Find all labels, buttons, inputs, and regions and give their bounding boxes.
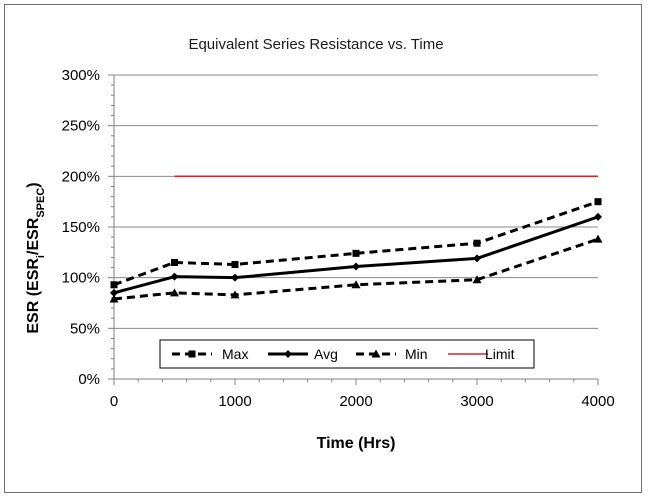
x-tick-label: 2000 (339, 393, 372, 410)
data-point-avg (473, 254, 481, 263)
series-line-avg (113, 215, 599, 295)
x-tick-label: 1000 (218, 393, 251, 410)
y-axis-title-sep: /ESR (25, 217, 42, 255)
legend-item-limit: Limit (448, 346, 515, 362)
data-point-avg (594, 212, 602, 221)
series-min (109, 234, 603, 303)
y-axis-title-sub-spec: SPEC (35, 188, 47, 218)
chart-frame (4, 4, 642, 493)
x-tick-label: 4000 (581, 393, 614, 410)
legend: Max Avg Min Limit (159, 339, 535, 369)
data-point-max (352, 249, 360, 257)
legend-label-avg: Avg (314, 346, 338, 362)
y-tick-label: 150% (62, 219, 100, 236)
legend-item-avg: Avg (268, 346, 338, 362)
legend-label-limit: Limit (485, 346, 515, 362)
data-point-max (594, 198, 602, 206)
x-axis-title: Time (Hrs) (317, 435, 396, 452)
legend-item-max: Max (172, 346, 248, 362)
axes (108, 74, 599, 385)
y-tick-label: 250% (62, 118, 100, 135)
y-axis-title-close: ) (25, 182, 42, 187)
y-tick-label: 300% (62, 67, 100, 84)
chart-title: Equivalent Series Resistance vs. Time (188, 36, 443, 53)
series-layer (109, 175, 603, 303)
data-point-avg (231, 273, 239, 282)
series-max (110, 198, 602, 289)
data-point-min (351, 280, 361, 289)
x-tick-label: 3000 (460, 393, 493, 410)
data-point-max (473, 239, 481, 247)
legend-marker-avg (284, 350, 292, 358)
series-line-min (113, 237, 599, 301)
legend-label-max: Max (222, 346, 248, 362)
legend-marker-min (371, 349, 381, 358)
gridlines (114, 74, 598, 329)
y-axis-title-main: ESR (ESR (25, 258, 42, 334)
data-point-min (230, 290, 240, 299)
data-point-max (110, 281, 118, 289)
y-tick-label: 100% (62, 270, 100, 287)
data-point-max (231, 260, 239, 268)
y-tick-label: 0% (78, 371, 100, 388)
x-tick-labels: 0 1000 2000 3000 4000 (110, 393, 615, 410)
data-point-avg (110, 288, 118, 297)
x-tick-label: 0 (110, 393, 118, 410)
y-tick-labels: 0% 50% 100% 150% 200% 250% 300% (62, 67, 100, 388)
y-axis-title-sub-i: i (35, 255, 47, 258)
series-line-max (113, 200, 599, 287)
data-point-min (109, 294, 119, 303)
legend-label-min: Min (405, 346, 428, 362)
data-point-avg (352, 262, 360, 271)
data-point-min (170, 288, 179, 297)
y-tick-label: 200% (62, 168, 100, 185)
data-point-avg (170, 272, 179, 281)
legend-marker-max (188, 350, 196, 358)
y-tick-label: 50% (70, 320, 100, 337)
legend-item-min: Min (356, 346, 428, 362)
data-point-max (171, 258, 178, 266)
y-axis-title: ESR (ESRi/ESRSPEC) (25, 182, 47, 333)
series-avg (110, 212, 602, 297)
data-point-min (593, 234, 603, 243)
data-point-min (472, 275, 482, 284)
